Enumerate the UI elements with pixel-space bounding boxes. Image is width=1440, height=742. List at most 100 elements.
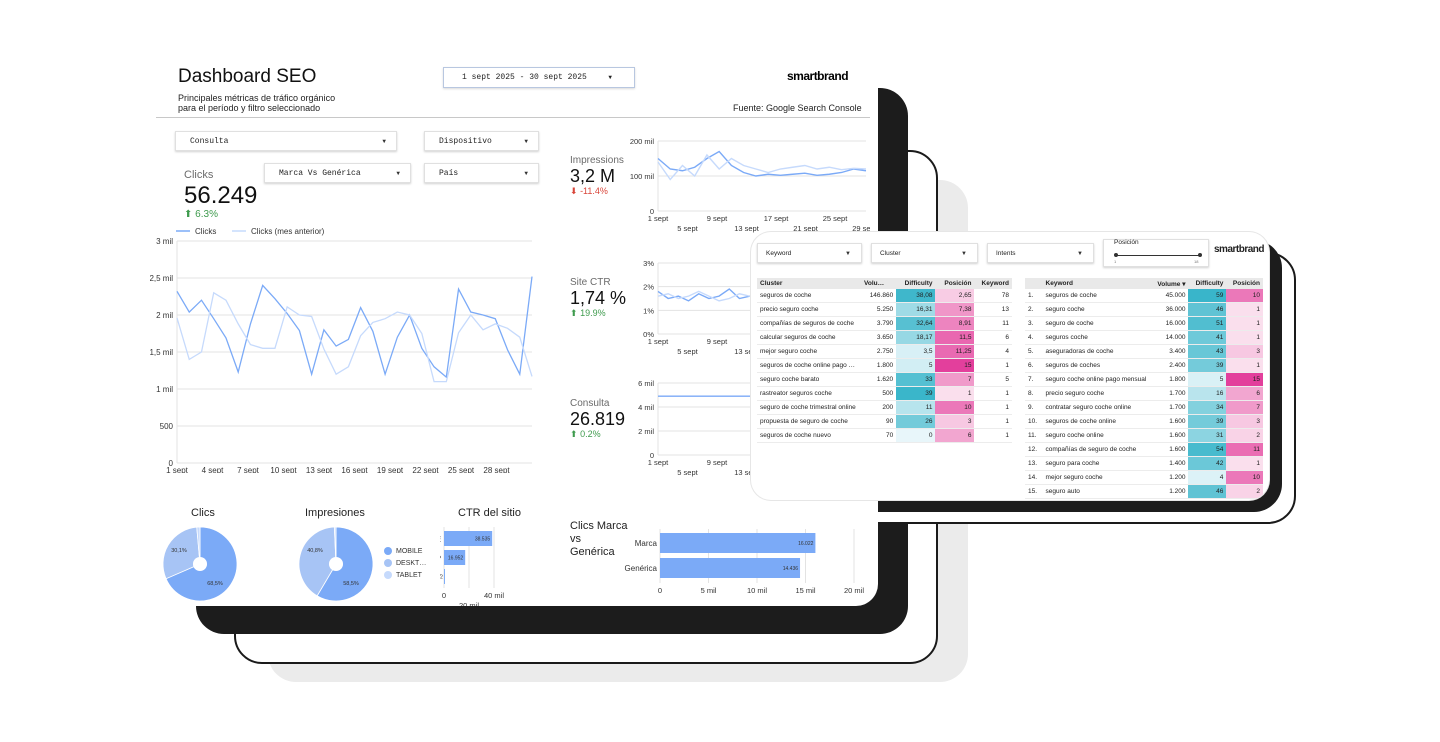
table-row[interactable]: 10. seguros de coche online 1.600 39 3 xyxy=(1025,414,1263,429)
table-row[interactable]: rastreator seguros coche 500 39 1 1 xyxy=(757,386,1012,401)
volume-cell: 3.400 xyxy=(1153,344,1189,359)
difficulty-cell: 46 xyxy=(1188,302,1227,317)
chevron-down-icon: ▼ xyxy=(961,251,967,257)
legend-label-desktop: DESKT… xyxy=(396,560,427,567)
x-tick-label: 9 sept xyxy=(707,458,728,467)
table-row[interactable]: 1. seguros de coche 45.000 59 10 xyxy=(1025,289,1263,303)
cluster-cell: seguros de coche nuevo xyxy=(757,428,862,443)
brand-logo: smartbrand xyxy=(787,69,849,83)
difficulty-cell: 11 xyxy=(896,400,936,415)
table-row[interactable]: seguros de coche nuevo 70 0 6 1 xyxy=(757,428,1012,443)
table-row[interactable]: 2. seguro coche 36.000 46 1 xyxy=(1025,302,1263,317)
impressions-delta: ⬇ -11.4% xyxy=(570,186,608,197)
table-row[interactable]: 7. seguro coche online pago mensual 1.800 5… xyxy=(1025,372,1263,387)
filter-keyword[interactable]: Keyword ▼ xyxy=(757,243,862,263)
filter-consulta[interactable]: Consulta ▼ xyxy=(175,131,397,151)
y-tick-label: 0% xyxy=(643,330,654,339)
slider-handle-max[interactable] xyxy=(1198,253,1202,257)
filter-dispositivo[interactable]: Dispositivo ▼ xyxy=(424,131,539,151)
table-row[interactable]: 13. seguro para coche 1.400 42 1 xyxy=(1025,456,1263,471)
table-row[interactable]: seguro de coche trimestral online 200 11 10… xyxy=(757,400,1012,415)
col-difficulty[interactable]: Difficulty xyxy=(896,278,936,289)
keyword-count-cell: 11 xyxy=(974,316,1012,331)
position-cell: 8,91 xyxy=(935,316,975,331)
col-keyword[interactable]: Keyword xyxy=(1042,278,1154,289)
keyword-cell: seguro de coche xyxy=(1042,316,1154,331)
col-volume[interactable]: Volume ▾ xyxy=(1153,278,1189,289)
table-row[interactable]: 9. contratar seguro coche online 1.700 34 7 xyxy=(1025,400,1263,415)
table-row[interactable]: calcular seguros de coche 3.650 18,17 11,5 6 xyxy=(757,330,1012,345)
volume-cell: 146.860 xyxy=(861,289,897,303)
table-row[interactable]: compañías de seguros de coche 3.790 32,64 8… xyxy=(757,316,1012,331)
pie-slice xyxy=(298,526,337,597)
table-row[interactable]: 11. seguro coche online 1.600 31 2 xyxy=(1025,428,1263,443)
position-cell: 6 xyxy=(935,428,975,443)
table-row[interactable]: 15. seguro auto 1.200 46 2 xyxy=(1025,484,1263,499)
col-position[interactable]: Posición xyxy=(935,278,975,289)
difficulty-cell: 18,17 xyxy=(896,330,936,345)
x-tick-label: 10 sept xyxy=(270,466,297,473)
filter-marca-generica[interactable]: Marca Vs Genérica ▼ xyxy=(264,163,411,183)
filter-pais[interactable]: País ▼ xyxy=(424,163,539,183)
col-cluster[interactable]: Cluster xyxy=(757,278,862,289)
volume-cell: 1.620 xyxy=(861,372,897,387)
col-keyword[interactable]: Keyword xyxy=(974,278,1012,289)
y-tick-label: 1,5 mil xyxy=(150,348,173,357)
table-row[interactable]: precio seguro coche 5.250 16,31 7,38 13 xyxy=(757,302,1012,317)
rank-cell: 4. xyxy=(1025,330,1043,345)
page-title: Dashboard SEO xyxy=(178,66,317,87)
col-difficulty[interactable]: Difficulty xyxy=(1188,278,1227,289)
volume-cell: 1.600 xyxy=(1153,414,1189,429)
col-position[interactable]: Posición xyxy=(1226,278,1263,289)
pie-impresiones: 58,5% 40,8% xyxy=(298,526,374,602)
table-row[interactable]: seguros de coche online pago … 1.800 5 15 1 xyxy=(757,358,1012,373)
table-row[interactable]: 4. seguros coche 14.000 41 1 xyxy=(1025,330,1263,345)
bar xyxy=(444,569,445,584)
table-row[interactable]: 14. mejor seguro coche 1.200 4 10 xyxy=(1025,470,1263,485)
table-row[interactable]: 12. compañías de seguro de coche 1.600 54 11 xyxy=(1025,442,1263,457)
table-row[interactable]: seguro coche barato 1.620 33 7 5 xyxy=(757,372,1012,387)
legend-label-tablet: TABLET xyxy=(396,572,422,579)
date-range-picker[interactable]: 1 sept 2025 - 30 sept 2025 ▼ xyxy=(443,67,635,88)
x-tick-label: 5 sept xyxy=(677,468,698,477)
x-tick-label: 29 sept xyxy=(852,224,870,233)
table-row[interactable]: 5. aseguradoras de coche 3.400 43 3 xyxy=(1025,344,1263,359)
bar-category-label: DESKTOP xyxy=(440,556,441,563)
table-row[interactable]: propuesta de seguro de coche 90 26 3 1 xyxy=(757,414,1012,429)
table-row[interactable]: mejor seguro coche 2.750 3,5 11,25 4 xyxy=(757,344,1012,359)
device-legend: MOBILE DESKT… TABLET xyxy=(384,546,426,582)
volume-cell: 1.200 xyxy=(1153,484,1189,499)
ctr-delta-value: 19.9% xyxy=(580,308,606,318)
filter-dispositivo-label: Dispositivo xyxy=(439,137,492,146)
position-cell: 1 xyxy=(1226,456,1263,471)
col-volume[interactable]: Volu… xyxy=(861,278,897,289)
table-row[interactable]: seguros de coche 146.860 38,08 2,65 78 xyxy=(757,289,1012,303)
bar-category-label: MOBILE xyxy=(440,537,441,544)
ctr-bar-chart: 0 20 mil 40 mil MOBILE 38.535 DESKTOP 16.952 TA… xyxy=(440,527,504,606)
page-subtitle-1: Principales métricas de tráfico orgánico xyxy=(178,93,336,103)
rank-cell: 11. xyxy=(1025,428,1043,443)
filter-intents[interactable]: Intents ▼ xyxy=(987,243,1094,263)
position-cell: 15 xyxy=(1226,372,1263,387)
position-cell: 3 xyxy=(935,414,975,429)
filter-cluster[interactable]: Cluster ▼ xyxy=(871,243,978,263)
arrow-down-icon: ⬇ xyxy=(570,186,578,196)
rank-cell: 7. xyxy=(1025,372,1043,387)
x-tick-label: 13 sept xyxy=(306,466,333,473)
table-row[interactable]: 6. seguros de coches 2.400 39 1 xyxy=(1025,358,1263,373)
table-row[interactable]: 3. seguro de coche 16.000 51 1 xyxy=(1025,316,1263,331)
volume-cell: 500 xyxy=(861,386,897,401)
x-tick-label: 21 sept xyxy=(793,224,819,233)
keyword-count-cell: 1 xyxy=(974,414,1012,429)
table-row[interactable]: 8. precio seguro coche 1.700 16 6 xyxy=(1025,386,1263,401)
keyword-count-cell: 4 xyxy=(974,344,1012,359)
volume-cell: 14.000 xyxy=(1153,330,1189,345)
position-cell: 10 xyxy=(935,400,975,415)
ctr-line-chart: 3% 2% 1% 0%1 sept 5 sept 9 sept 13 sept xyxy=(643,259,770,356)
posicion-slider[interactable]: Posición 1 18 xyxy=(1103,239,1209,267)
rank-cell: 10. xyxy=(1025,414,1043,429)
x-tick-label: 0 xyxy=(658,586,662,595)
x-tick-label: 4 sept xyxy=(202,466,225,473)
pie-slice xyxy=(333,526,337,565)
slider-handle-min[interactable] xyxy=(1114,253,1118,257)
